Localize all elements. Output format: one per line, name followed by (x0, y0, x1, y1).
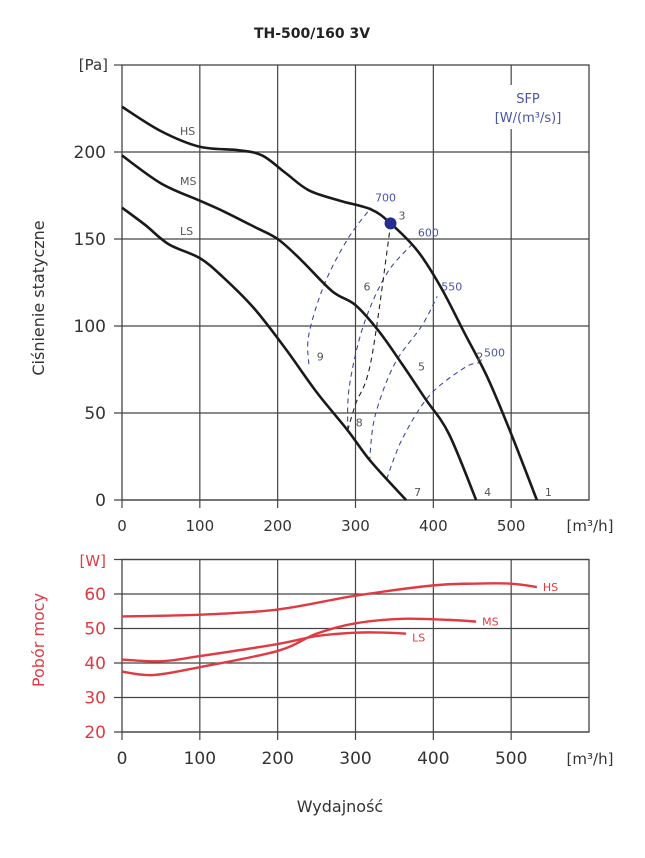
operating-point-label: 9 (317, 350, 324, 363)
pressure-x-tick-label: 500 (497, 517, 526, 535)
sfp-unit: [W/(m³/s)] (495, 111, 562, 126)
pressure-series: HS MS LS (121, 105, 539, 501)
power-x-unit: [m³/h] (567, 750, 614, 768)
pressure-y-label: Ciśnienie statyczne (29, 220, 48, 375)
pressure-y-tick-label: 100 (74, 317, 106, 337)
pressure-y-tick-label: 0 (95, 491, 106, 511)
pressure-y-ticks: 0 50 100 150 200 (74, 143, 106, 511)
power-grid (114, 558, 590, 740)
operating-point-label: 3 (399, 209, 406, 222)
pressure-x-tick-label: 0 (117, 517, 127, 535)
pressure-curve-ms (121, 154, 478, 501)
power-y-unit: [W] (79, 552, 106, 570)
operating-point-label: 2 (476, 350, 483, 363)
power-x-ticks: 0 100 200 300 400 500 (117, 749, 528, 769)
pressure-x-unit: [m³/h] (567, 517, 614, 535)
power-series-label: HS (543, 581, 558, 594)
power-x-tick-label: 500 (495, 749, 527, 769)
sfp-line-label: 700 (375, 192, 396, 205)
sfp-line-700 (307, 207, 372, 365)
pressure-curve-hs (121, 105, 539, 501)
pressure-x-tick-label: 400 (419, 517, 448, 535)
power-y-ticks: 20 30 40 50 60 (84, 585, 106, 743)
pressure-y-unit: [Pa] (79, 56, 108, 74)
pressure-series-label: HS (180, 125, 195, 138)
operating-point-label: 7 (414, 486, 421, 499)
pressure-series-label: MS (180, 175, 196, 188)
pressure-series-label: LS (180, 225, 193, 238)
sfp-line-550 (368, 296, 438, 462)
operating-point-label: 5 (418, 361, 425, 374)
power-series: HS MS LS (121, 581, 558, 677)
pressure-y-tick-label: 200 (74, 143, 106, 163)
power-y-tick-label: 50 (84, 620, 106, 640)
pressure-y-tick-label: 150 (74, 230, 106, 250)
power-curve-hs (121, 582, 538, 618)
sfp-lines: 700 600 550 500 (307, 192, 505, 480)
power-x-tick-label: 200 (261, 749, 293, 769)
operating-point-label: 1 (545, 486, 552, 499)
power-y-tick-label: 30 (84, 689, 106, 709)
power-x-tick-label: 0 (117, 749, 128, 769)
sfp-line-label: 550 (441, 280, 462, 293)
pressure-x-tick-label: 100 (186, 517, 215, 535)
sfp-line-600 (347, 242, 415, 431)
chart-title: TH-500/160 3V (254, 26, 370, 42)
operating-point-marker (384, 217, 397, 230)
power-x-tick-label: 300 (339, 749, 371, 769)
sfp-line-label: 600 (418, 226, 439, 239)
power-y-tick-label: 20 (84, 723, 106, 743)
sfp-label: SFP (516, 92, 540, 107)
power-curve-ls (121, 631, 407, 663)
sfp-line-label: 500 (484, 347, 505, 360)
operating-point-label: 6 (364, 281, 371, 294)
pressure-curve-ls (121, 206, 408, 501)
system-curve (347, 225, 392, 431)
pressure-x-tick-label: 300 (341, 517, 370, 535)
pressure-x-ticks: 0 100 200 300 400 500 (117, 517, 525, 535)
power-y-tick-label: 60 (84, 585, 106, 605)
power-x-tick-label: 400 (417, 749, 449, 769)
pressure-y-tick-label: 50 (84, 404, 106, 424)
power-y-tick-label: 40 (84, 654, 106, 674)
x-axis-label: Wydajność (297, 797, 383, 816)
sfp-legend-bg (490, 85, 565, 129)
power-y-label: Pobór mocy (29, 593, 48, 687)
power-series-label: LS (412, 632, 425, 645)
pressure-grid (114, 64, 590, 508)
power-series-label: MS (482, 616, 498, 629)
sfp-line-500 (386, 362, 481, 480)
operating-point-labels: 1 2 3 4 5 6 7 8 9 (317, 209, 552, 499)
power-curve-ms (121, 617, 477, 677)
operating-point-label: 4 (484, 486, 491, 499)
operating-point-label: 8 (356, 416, 363, 429)
pressure-x-tick-label: 200 (263, 517, 292, 535)
power-x-tick-label: 100 (184, 749, 216, 769)
